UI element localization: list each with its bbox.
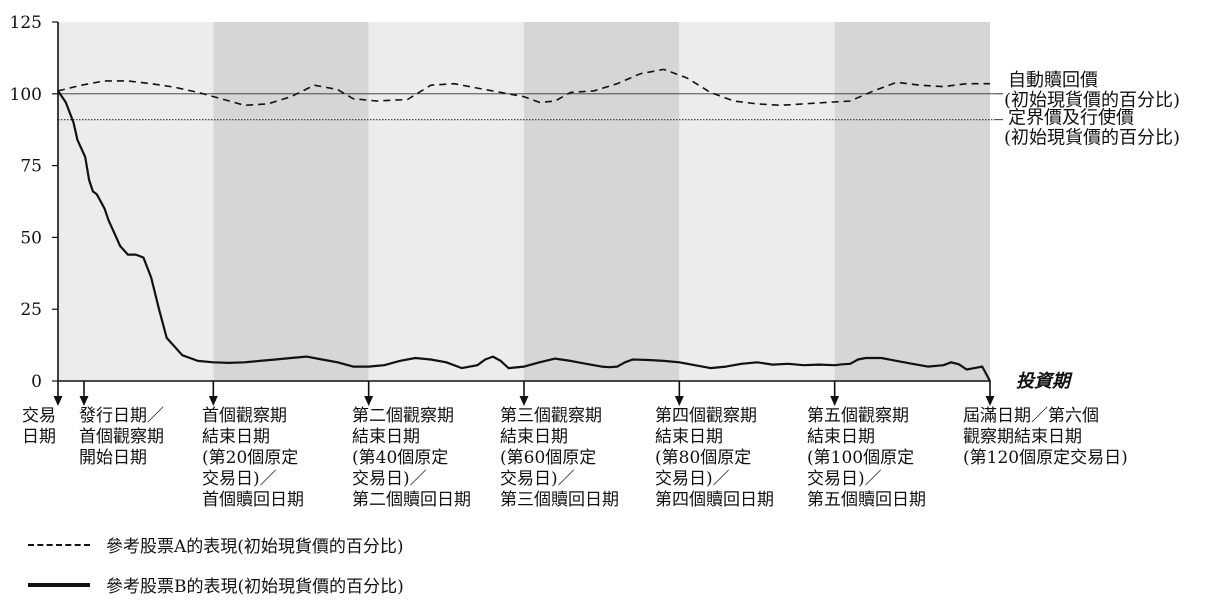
period-band-4	[524, 22, 680, 381]
reference-label-1-line-2: (初始現貨價的百分比)	[1004, 90, 1180, 111]
legend-label-series-b: 參考股票B的表現(初始現貨價的百分比)	[106, 577, 404, 597]
milestone-label-1: 交易 日期	[22, 406, 56, 447]
series-line-stock-b	[57, 90, 991, 382]
milestone-label-3: 首個觀察期 結束日期 (第20個原定 交易日)／ 首個贖回日期	[202, 406, 304, 510]
y-tick-label-100: 100	[10, 85, 42, 105]
period-band-1	[58, 22, 214, 381]
solid-line-swatch	[28, 582, 90, 587]
milestone-label-7: 第五個觀察期 結束日期 (第100個原定 交易日)／ 第五個贖回日期	[807, 406, 926, 510]
y-axis: 0 25 50 75 100 125	[10, 13, 59, 392]
y-tick-label-0: 0	[31, 372, 42, 392]
legend-item-series-a: 參考股票A的表現(初始現貨價的百分比)	[28, 532, 404, 557]
dashed-line-swatch	[28, 543, 90, 546]
period-band-2	[213, 22, 369, 381]
series-lines	[57, 68, 991, 382]
y-tick-label-125: 125	[10, 13, 42, 33]
milestone-label-2: 發行日期／ 首個觀察期 開始日期	[79, 406, 164, 468]
y-tick-label-75: 75	[20, 157, 42, 177]
period-band-3	[368, 22, 524, 381]
reference-label-1-line-1: 自動贖回價	[1008, 70, 1098, 91]
legend-item-series-b: 參考股票B的表現(初始現貨價的百分比)	[28, 572, 404, 597]
x-axis-title: 投資期	[1016, 371, 1073, 392]
observation-period-bands	[58, 22, 990, 381]
legend-label-series-a: 參考股票A的表現(初始現貨價的百分比)	[106, 537, 404, 557]
reference-lines: 自動贖回價(初始現貨價的百分比)定界價及行使價(初始現貨價的百分比)	[58, 70, 1180, 149]
milestone-label-4: 第二個觀察期 結束日期 (第40個原定 交易日)／ 第二個贖回日期	[352, 406, 471, 510]
y-tick-label-50: 50	[20, 228, 42, 248]
period-band-6	[834, 22, 990, 381]
milestone-label-5: 第三個觀察期 結束日期 (第60個原定 交易日)／ 第三個贖回日期	[500, 406, 619, 510]
x-axis: 投資期	[53, 371, 1073, 406]
milestone-arrowhead-2	[79, 396, 89, 406]
chart: 自動贖回價(初始現貨價的百分比)定界價及行使價(初始現貨價的百分比) 02550…	[10, 13, 1180, 406]
milestone-arrowhead-1	[53, 396, 63, 406]
milestone-arrowhead-6	[674, 396, 684, 406]
milestone-arrowhead-4	[364, 396, 374, 406]
series-line-stock-a	[57, 68, 990, 107]
reference-label-2-line-2: (初始現貨價的百分比)	[1004, 128, 1180, 149]
period-band-5	[679, 22, 835, 381]
milestone-arrowhead-7	[830, 396, 840, 406]
reference-label-2-line-1: 定界價及行使價	[1008, 108, 1134, 129]
milestone-arrowhead-5	[519, 396, 529, 406]
milestone-arrowhead-3	[208, 396, 218, 406]
milestone-label-8: 屆滿日期／第六個 觀察期結束日期 (第120個原定交易日)	[963, 406, 1128, 468]
y-tick-label-25: 25	[20, 300, 42, 320]
milestone-label-6: 第四個觀察期 結束日期 (第80個原定 交易日)／ 第四個贖回日期	[655, 406, 774, 510]
milestone-arrowhead-8	[985, 396, 995, 406]
